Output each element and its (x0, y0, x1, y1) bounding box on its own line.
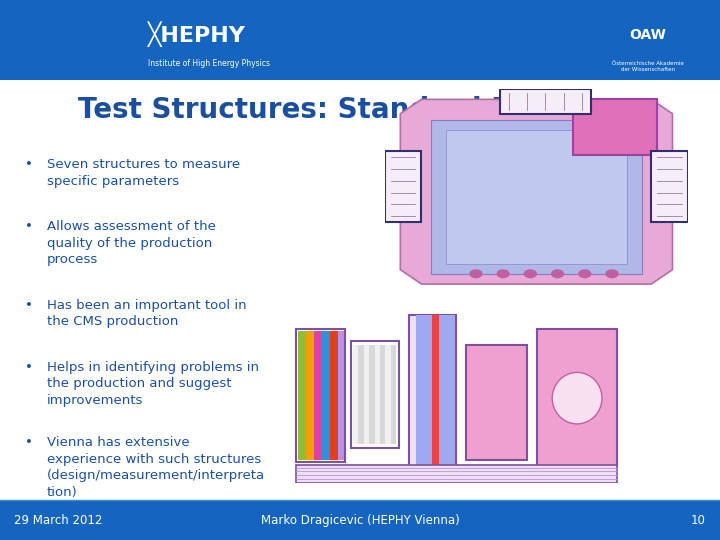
Bar (322, 331, 330, 460)
Text: Seven structures to measure
specific parameters: Seven structures to measure specific par… (47, 158, 240, 188)
Bar (0, 501, 720, 540)
Text: Test Structures: Standard Halfmoon: Test Structures: Standard Halfmoon (78, 96, 642, 124)
Bar (0, 0, 720, 80)
Text: 29 March 2012: 29 March 2012 (14, 514, 103, 527)
Circle shape (606, 269, 618, 278)
Bar (409, 315, 456, 474)
Bar (424, 315, 431, 474)
Text: Österreichische Akademie
der Wissenschaften: Österreichische Akademie der Wissenschaf… (612, 60, 684, 72)
Bar (385, 151, 421, 222)
Bar (391, 345, 396, 444)
Bar (359, 345, 364, 444)
Bar (431, 315, 439, 474)
Text: OAW: OAW (629, 28, 667, 42)
Bar (572, 99, 657, 155)
Bar (447, 315, 454, 474)
Bar (353, 345, 359, 444)
Text: ╳HEPHY: ╳HEPHY (148, 22, 246, 48)
Bar (296, 329, 346, 462)
Circle shape (469, 269, 482, 278)
Bar (351, 341, 399, 448)
Bar (330, 331, 338, 460)
Bar (431, 120, 642, 274)
Bar (297, 331, 305, 460)
Bar (374, 345, 380, 444)
Text: Has been an important tool in
the CMS production: Has been an important tool in the CMS pr… (47, 299, 246, 328)
Bar (466, 345, 527, 460)
Bar (446, 130, 627, 264)
Circle shape (552, 373, 602, 424)
Bar (338, 331, 346, 460)
Circle shape (578, 269, 591, 278)
Circle shape (523, 269, 537, 278)
Bar (72, 5, 274, 75)
Bar (380, 345, 385, 444)
Text: •: • (25, 158, 33, 171)
Bar (305, 331, 314, 460)
Bar (652, 151, 688, 222)
Circle shape (551, 269, 564, 278)
Text: Institute of High Energy Physics: Institute of High Energy Physics (148, 59, 269, 68)
Text: •: • (25, 436, 33, 449)
Text: 10: 10 (690, 514, 706, 527)
Text: Vienna has extensive
experience with such structures
(design/measurement/interpr: Vienna has extensive experience with suc… (47, 436, 265, 499)
Text: •: • (25, 299, 33, 312)
Bar (500, 89, 591, 114)
Text: •: • (25, 361, 33, 374)
Text: Marko Dragicevic (HEPHY Vienna): Marko Dragicevic (HEPHY Vienna) (261, 514, 459, 527)
Bar (537, 329, 617, 468)
Bar (416, 315, 424, 474)
Bar (314, 331, 322, 460)
Text: Helps in identifying problems in
the production and suggest
improvements: Helps in identifying problems in the pro… (47, 361, 258, 407)
Bar (369, 345, 374, 444)
Bar (439, 315, 447, 474)
Circle shape (497, 269, 510, 278)
Bar (385, 345, 391, 444)
Polygon shape (400, 99, 672, 284)
Text: Allows assessment of the
quality of the production
process: Allows assessment of the quality of the … (47, 220, 216, 266)
Bar (364, 345, 369, 444)
Bar (296, 465, 617, 483)
Text: •: • (25, 220, 33, 233)
